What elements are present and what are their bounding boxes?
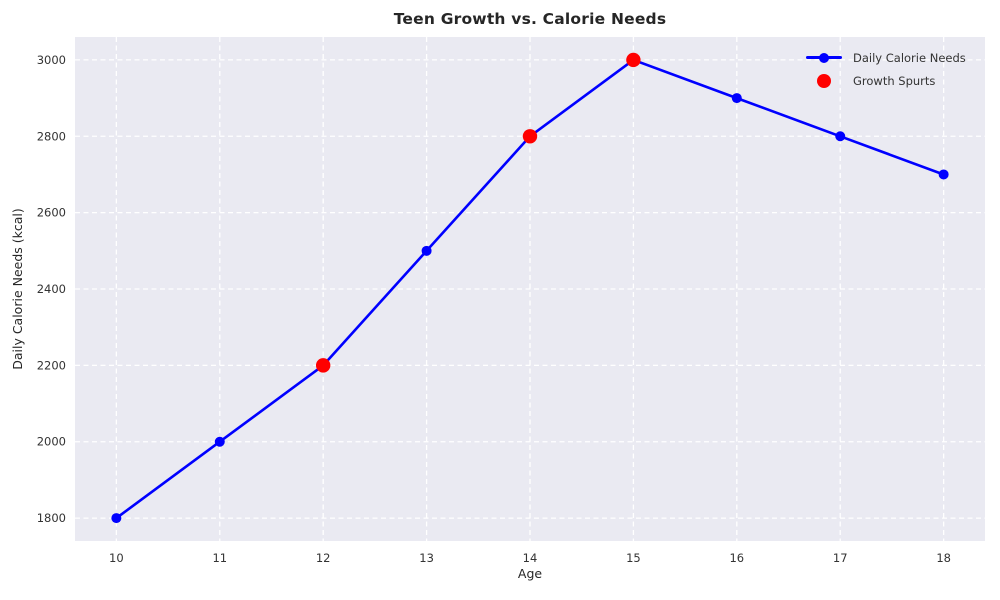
x-tick-label: 15 <box>626 551 641 565</box>
x-axis-label: Age <box>517 566 543 581</box>
legend-line-marker-icon <box>804 52 844 63</box>
legend-label-growth-spurts: Growth Spurts <box>853 73 936 88</box>
y-tick-label: 1800 <box>37 511 66 525</box>
data-point-marker <box>835 131 846 142</box>
legend: Daily Calorie Needs Growth Spurts <box>804 46 966 92</box>
chart-title: Teen Growth vs. Calorie Needs <box>393 10 667 28</box>
x-tick-label: 16 <box>729 551 744 565</box>
x-tick-label: 17 <box>833 551 848 565</box>
x-tick-label: 14 <box>523 551 538 565</box>
growth-spurt-point <box>315 358 331 373</box>
y-tick-label: 2200 <box>37 358 66 372</box>
legend-dot-icon <box>804 73 844 88</box>
data-point-marker <box>111 513 122 524</box>
y-tick-label: 2600 <box>37 206 66 220</box>
data-point-marker <box>214 436 225 447</box>
x-tick-label: 13 <box>419 551 434 565</box>
x-tick-label: 10 <box>109 551 124 565</box>
x-tick-label: 18 <box>936 551 951 565</box>
y-axis-label: Daily Calorie Needs (kcal) <box>10 208 25 370</box>
x-tick-label: 12 <box>316 551 331 565</box>
y-tick-label: 2400 <box>37 282 66 296</box>
data-point-marker <box>731 93 742 104</box>
legend-item-daily-calorie-needs: Daily Calorie Needs <box>804 46 966 69</box>
growth-spurt-point <box>626 52 641 68</box>
data-point-marker <box>938 169 949 180</box>
series-layer <box>111 52 949 524</box>
data-point-marker <box>421 245 432 256</box>
tick-labels-layer: 10 11 12 13 14 15 16 17 18 1800 2000 2200 2400 2600 28… <box>37 53 951 565</box>
y-tick-label: 3000 <box>37 53 66 67</box>
x-tick-label: 11 <box>212 551 227 565</box>
y-tick-label: 2000 <box>37 435 66 449</box>
y-tick-label: 2800 <box>37 129 66 143</box>
legend-label-daily-calorie-needs: Daily Calorie Needs <box>853 50 966 65</box>
growth-spurt-point <box>522 129 538 144</box>
gridlines-layer <box>75 37 985 541</box>
legend-item-growth-spurts: Growth Spurts <box>804 69 966 92</box>
